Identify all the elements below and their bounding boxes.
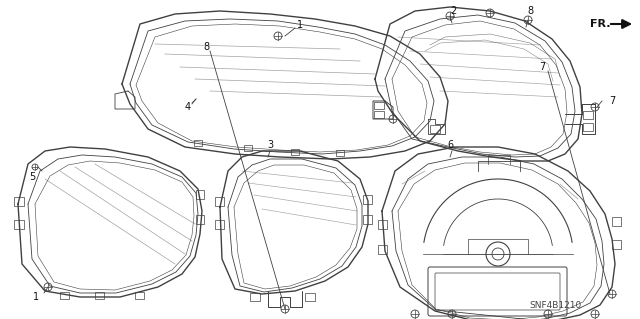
Bar bbox=[336, 150, 344, 156]
Bar bbox=[194, 140, 202, 146]
Text: 2: 2 bbox=[450, 6, 456, 16]
Text: SNF4B1210: SNF4B1210 bbox=[529, 300, 581, 309]
Bar bbox=[14, 197, 24, 206]
Bar bbox=[374, 111, 384, 118]
Bar bbox=[196, 190, 204, 199]
Text: 1: 1 bbox=[297, 20, 303, 30]
Bar bbox=[378, 245, 387, 254]
Text: 7: 7 bbox=[609, 96, 615, 106]
Bar bbox=[430, 125, 440, 133]
Bar bbox=[196, 215, 204, 224]
Text: FR.: FR. bbox=[590, 19, 611, 29]
Bar bbox=[612, 217, 621, 226]
Text: 1: 1 bbox=[33, 292, 39, 302]
Bar bbox=[583, 111, 593, 119]
Bar bbox=[612, 240, 621, 249]
Bar bbox=[305, 293, 315, 301]
Bar bbox=[291, 149, 299, 155]
Bar bbox=[583, 123, 593, 131]
Text: 7: 7 bbox=[539, 62, 545, 72]
Bar bbox=[14, 220, 24, 229]
Text: 6: 6 bbox=[447, 140, 453, 150]
Bar bbox=[378, 220, 387, 229]
Bar bbox=[250, 293, 260, 301]
Bar bbox=[363, 215, 372, 224]
Text: 8: 8 bbox=[203, 42, 209, 52]
Bar bbox=[374, 102, 384, 109]
Bar bbox=[135, 292, 144, 299]
Bar bbox=[244, 145, 252, 151]
Bar bbox=[95, 292, 104, 299]
Text: 8: 8 bbox=[527, 6, 533, 16]
Bar bbox=[363, 195, 372, 204]
Bar bbox=[60, 292, 69, 299]
Bar bbox=[215, 197, 224, 206]
Text: 3: 3 bbox=[267, 140, 273, 150]
Text: 4: 4 bbox=[185, 102, 191, 112]
Text: 5: 5 bbox=[29, 172, 35, 182]
Bar bbox=[215, 220, 224, 229]
